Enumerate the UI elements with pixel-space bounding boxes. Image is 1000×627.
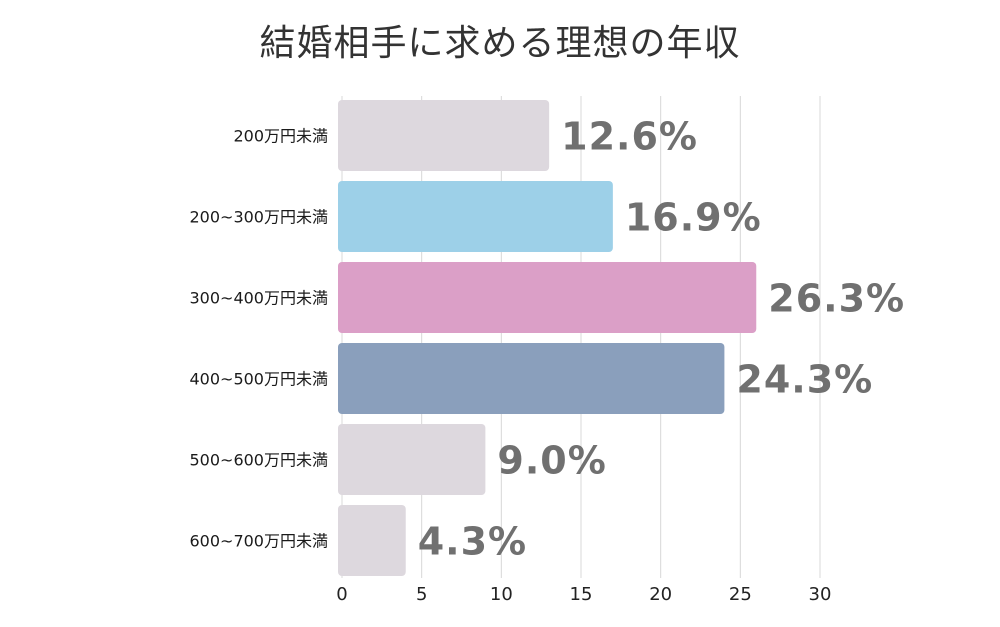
category-label: 600~700万円未満: [190, 532, 329, 551]
x-tick-label: 5: [416, 584, 427, 605]
x-tick-label: 10: [490, 584, 513, 605]
labels: 0 5 10 15 20 25 30 200万円未満 12.6% 200~300万円未満 16.9%…: [190, 115, 905, 606]
bar: [338, 181, 613, 252]
data-label: 16.9%: [625, 196, 762, 240]
bar: [338, 424, 486, 495]
category-label: 200万円未満: [233, 127, 328, 146]
data-label: 4.3%: [418, 520, 527, 564]
x-tick-label: 15: [570, 584, 593, 605]
x-tick-label: 25: [729, 584, 752, 605]
category-label: 300~400万円未満: [190, 289, 329, 308]
data-label: 24.3%: [736, 358, 873, 402]
x-tick-label: 30: [809, 584, 832, 605]
category-label: 400~500万円未満: [190, 370, 329, 389]
x-tick-label: 20: [649, 584, 672, 605]
bars: [338, 100, 757, 576]
data-label: 26.3%: [768, 277, 905, 321]
data-label: 9.0%: [497, 439, 606, 483]
category-label: 200~300万円未満: [190, 208, 329, 227]
chart-title: 結婚相手に求める理想の年収: [259, 23, 741, 64]
bar: [338, 343, 725, 414]
bar: [338, 505, 406, 576]
gridlines: [341, 96, 821, 578]
data-label: 12.6%: [561, 115, 698, 159]
x-tick-label: 0: [336, 584, 347, 605]
category-label: 500~600万円未満: [190, 451, 329, 470]
bar: [338, 100, 550, 171]
bar: [338, 262, 757, 333]
